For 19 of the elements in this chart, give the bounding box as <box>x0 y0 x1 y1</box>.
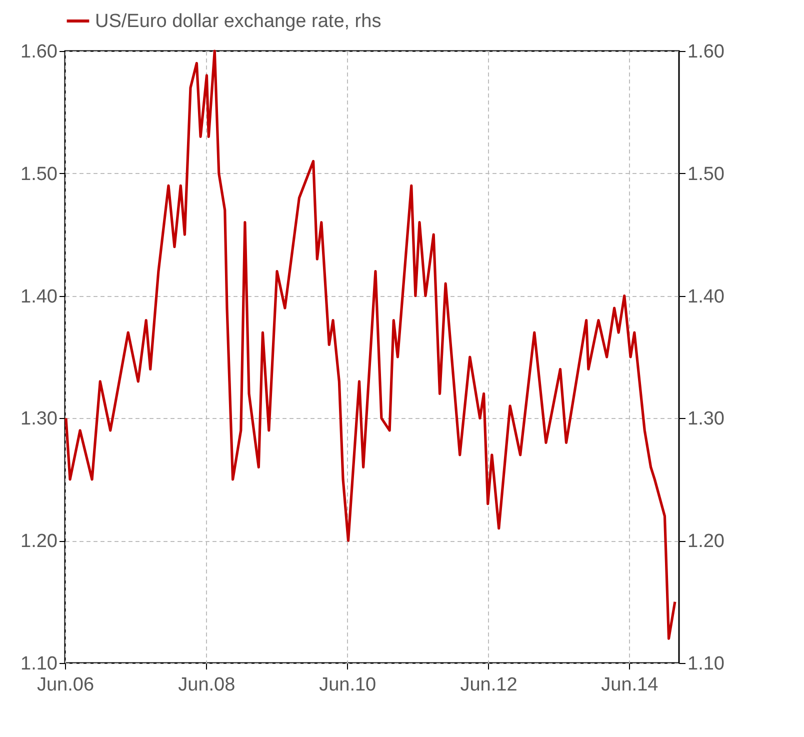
y2-tick-label: 1.20 <box>688 531 724 552</box>
y-tick-label: 1.10 <box>20 654 58 674</box>
y2-tick-label: 1.30 <box>688 408 724 430</box>
y-tick-label: 1.60 <box>20 42 58 62</box>
x-tick-label: Jun.06 <box>36 674 94 696</box>
y2-tick-label: 1.40 <box>688 286 724 308</box>
x-tick-label: Jun.14 <box>601 674 659 696</box>
y2-tick-label: 1.50 <box>688 164 724 185</box>
y-tick-label: 1.20 <box>20 531 58 552</box>
y-tick-label: 1.40 <box>20 286 58 308</box>
y-tick-label: 1.30 <box>20 408 58 430</box>
line-series <box>64 50 676 640</box>
x-tick-label: Jun.12 <box>460 674 518 696</box>
legend-label: US/Euro dollar exchange rate, rhs <box>95 11 382 32</box>
y2-tick-label: 1.10 <box>688 654 724 674</box>
x-tick-label: Jun.08 <box>178 674 236 696</box>
x-tick-label: Jun.10 <box>319 674 376 696</box>
y-tick-label: 1.50 <box>20 164 58 185</box>
y2-tick-label: 1.60 <box>688 42 724 62</box>
